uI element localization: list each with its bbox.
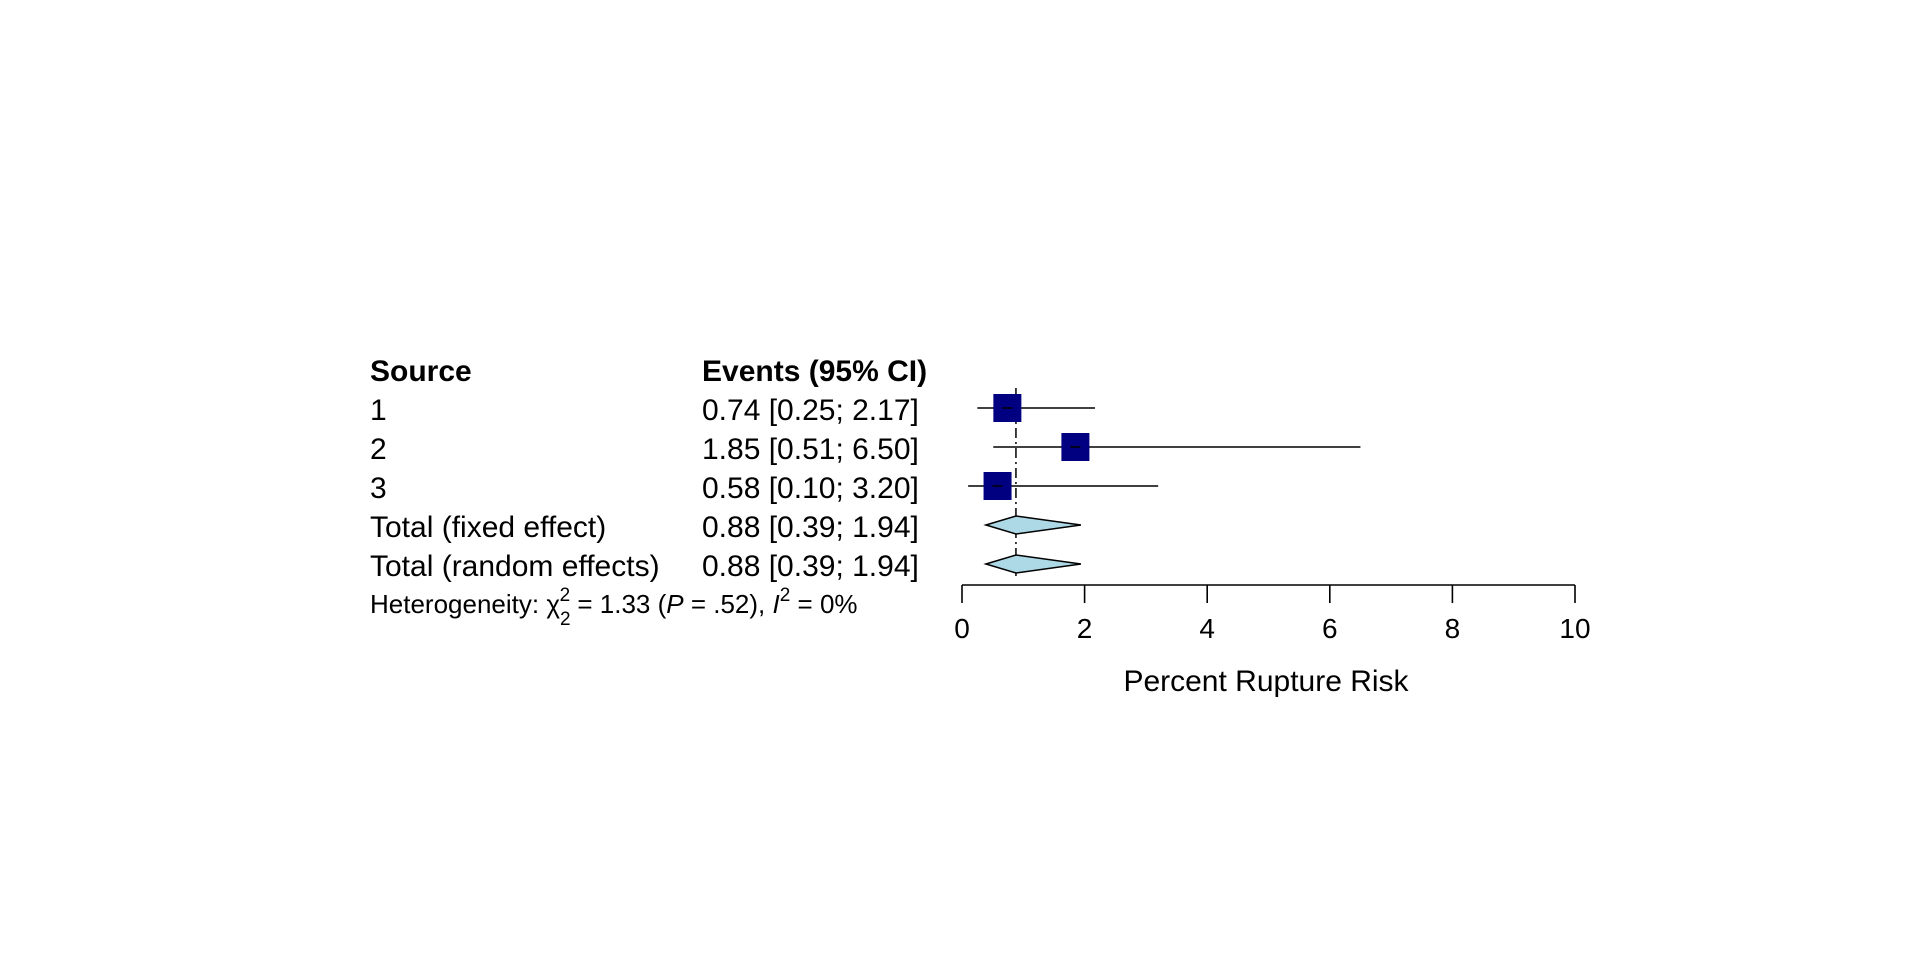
heterogeneity-text: Heterogeneity: χ22 = 1.33 (P = .52), I2 … (370, 585, 858, 630)
ci-text-3: 0.58 [0.10; 3.20] (702, 472, 919, 505)
x-tick-label-4: 4 (1199, 613, 1215, 644)
random-effects-diamond (983, 554, 1082, 574)
x-tick-label-10: 10 (1559, 613, 1590, 644)
source-column-header: Source (370, 355, 472, 388)
ci-text-fixed-effect: 0.88 [0.39; 1.94] (702, 511, 919, 544)
ci-text-1: 0.74 [0.25; 2.17] (702, 394, 919, 427)
x-tick-label-8: 8 (1445, 613, 1461, 644)
ci-text-2: 1.85 [0.51; 6.50] (702, 433, 919, 466)
source-label-1: 1 (370, 394, 387, 427)
source-label-random-effects: Total (random effects) (370, 550, 660, 583)
x-axis-title: Percent Rupture Risk (1123, 665, 1409, 698)
fixed-effect-diamond (983, 515, 1082, 535)
ci-column-header: Events (95% CI) (702, 355, 927, 388)
source-label-fixed-effect: Total (fixed effect) (370, 511, 606, 544)
plot-area: 0 2 4 6 8 10 (954, 388, 1591, 644)
source-label-3: 3 (370, 472, 387, 505)
x-tick-label-0: 0 (954, 613, 970, 644)
ci-text-random-effects: 0.88 [0.39; 1.94] (702, 550, 919, 583)
x-tick-label-2: 2 (1077, 613, 1093, 644)
x-tick-label-6: 6 (1322, 613, 1338, 644)
source-label-2: 2 (370, 433, 387, 466)
